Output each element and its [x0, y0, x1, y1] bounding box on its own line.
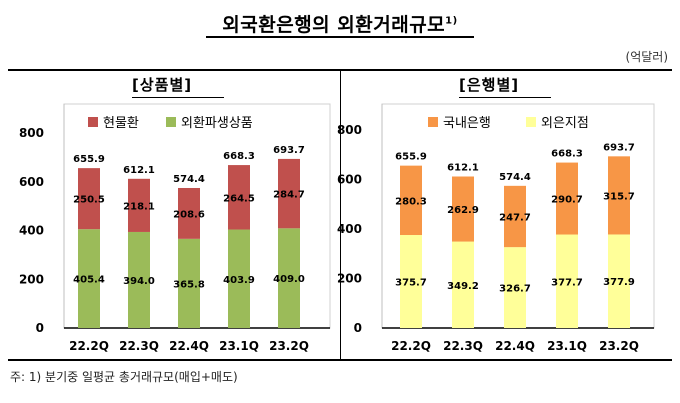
bank-bar-segment: [452, 241, 474, 328]
panel-title-bank: [은행별]: [459, 76, 520, 94]
bank-segment-label: 315.7: [603, 191, 635, 202]
bank-y-tick-label: 600: [337, 173, 362, 187]
title-underline: [206, 36, 474, 38]
bank-category-label: 22.2Q: [391, 339, 431, 353]
frame-divider: [340, 71, 341, 359]
product-segment-label: 264.5: [223, 193, 255, 204]
title-footnote-mark: 1): [445, 15, 458, 27]
bank-segment-label: 375.7: [395, 278, 427, 289]
product-total-label: 655.9: [73, 154, 105, 165]
bank-segment-label: 349.2: [447, 281, 479, 292]
bank-segment-label: 280.3: [395, 196, 427, 207]
bank-legend-swatch: [526, 117, 536, 127]
panel-title-product-underline: [132, 97, 224, 98]
bank-bar-segment: [400, 235, 422, 328]
bank-legend-label: 국내은행: [443, 115, 491, 131]
product-total-label: 612.1: [123, 165, 155, 176]
product-total-label: 668.3: [223, 151, 255, 162]
product-category-label: 23.2Q: [269, 339, 309, 353]
bank-bar-segment: [504, 247, 526, 328]
bank-bar-segment: [556, 234, 578, 328]
bank-category-label: 23.1Q: [547, 339, 587, 353]
product-bar-segment: [228, 165, 250, 230]
bank-segment-label: 377.9: [603, 277, 635, 288]
product-total-label: 693.7: [273, 145, 305, 156]
bank-bar-segment: [504, 185, 526, 248]
bank-total-label: 612.1: [447, 163, 479, 174]
bank-legend-swatch: [428, 117, 438, 127]
product-bar-segment: [278, 228, 300, 328]
product-legend-label: 현물환: [103, 116, 139, 131]
product-legend-swatch: [88, 117, 98, 127]
product-bar-segment: [128, 231, 150, 328]
product-category-label: 22.4Q: [169, 339, 209, 353]
bank-segment-label: 326.7: [499, 284, 531, 295]
chart-title-block: 외국환은행의 외환거래규모1): [0, 10, 680, 37]
product-bar-segment: [78, 168, 100, 230]
bank-y-tick-label: 400: [337, 222, 362, 236]
product-segment-label: 284.7: [273, 190, 305, 201]
bank-legend-label: 외은지점: [541, 116, 589, 131]
bank-bar-segment: [556, 162, 578, 235]
product-bar-segment: [178, 238, 200, 328]
bank-y-tick-label: 200: [337, 272, 362, 286]
bank-bar-segment: [452, 176, 474, 242]
product-y-tick-label: 800: [19, 126, 44, 140]
bank-bar-segment: [400, 165, 422, 236]
bank-bar-segment: [608, 156, 630, 235]
product-segment-label: 208.6: [173, 209, 205, 220]
bank-y-tick-label: 800: [337, 123, 362, 137]
product-segment-label: 365.8: [173, 279, 205, 290]
panel-title-product: [상품별]: [132, 76, 193, 94]
bank-total-label: 655.9: [395, 152, 427, 163]
frame-bottom-rule: [8, 359, 672, 361]
product-bar-segment: [128, 178, 150, 232]
chart-title: 외국환은행의 외환거래규모1): [222, 14, 457, 36]
product-bar-segment: [78, 229, 100, 328]
product-segment-label: 405.4: [73, 275, 105, 286]
chart-title-text: 외국환은행의 외환거래규모: [222, 14, 446, 36]
product-segment-label: 409.0: [273, 274, 305, 285]
bank-bar-segment: [608, 234, 630, 328]
product-segment-label: 218.1: [123, 201, 155, 212]
product-y-tick-label: 600: [19, 175, 44, 189]
product-segment-label: 394.0: [123, 276, 155, 287]
product-segment-label: 403.9: [223, 275, 255, 286]
product-legend-swatch: [166, 117, 176, 127]
bank-segment-label: 262.9: [447, 205, 479, 216]
product-bar-segment: [278, 158, 300, 229]
product-category-label: 23.1Q: [219, 339, 259, 353]
footnote: 주: 1) 분기중 일평균 총거래규모(매입+매도): [10, 370, 238, 384]
product-legend-label: 외환파생상품: [181, 116, 253, 131]
product-category-label: 22.2Q: [69, 339, 109, 353]
bank-category-label: 22.3Q: [443, 339, 483, 353]
product-y-tick-label: 400: [19, 224, 44, 238]
bank-total-label: 693.7: [603, 142, 635, 153]
unit-label: (억달러): [625, 50, 668, 64]
bank-y-tick-label: 0: [354, 321, 362, 335]
product-total-label: 574.4: [173, 174, 205, 185]
bank-category-label: 23.2Q: [599, 339, 639, 353]
bank-segment-label: 247.7: [499, 212, 531, 223]
panel-title-bank-underline: [459, 97, 551, 98]
bank-category-label: 22.4Q: [495, 339, 535, 353]
bank-segment-label: 377.7: [551, 277, 583, 288]
product-y-tick-label: 0: [36, 321, 44, 335]
frame-top-rule: [8, 69, 672, 71]
bank-total-label: 574.4: [499, 172, 531, 183]
product-y-tick-label: 200: [19, 272, 44, 286]
product-bar-segment: [228, 229, 250, 328]
product-bar-segment: [178, 187, 200, 239]
product-segment-label: 250.5: [73, 195, 105, 206]
bank-segment-label: 290.7: [551, 195, 583, 206]
product-category-label: 22.3Q: [119, 339, 159, 353]
bank-total-label: 668.3: [551, 149, 583, 160]
